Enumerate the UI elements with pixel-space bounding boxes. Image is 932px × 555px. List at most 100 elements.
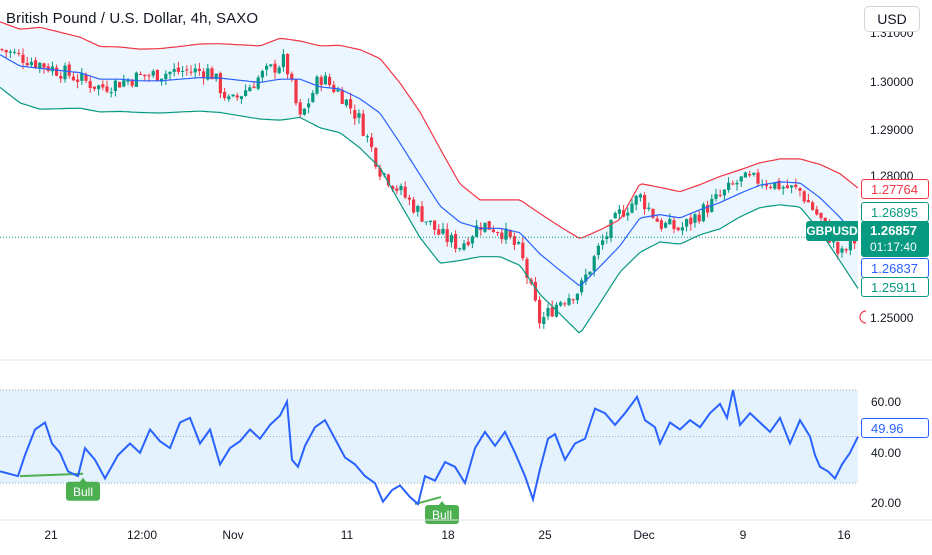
candle-body	[743, 172, 747, 178]
bollinger-upper-band	[0, 21, 859, 239]
time-axis[interactable]: 21 12:00 Nov 11 18 25 Dec 9 16	[0, 519, 932, 542]
bollinger-lower-band	[0, 86, 859, 334]
candle-body	[517, 242, 521, 244]
candle-body	[836, 242, 840, 254]
candle-body	[206, 68, 210, 80]
candle-body	[542, 317, 546, 324]
candle-body	[521, 242, 525, 259]
bull-divergence-label: Bull	[66, 477, 100, 501]
candle-body	[8, 51, 12, 53]
chart-title[interactable]: British Pound / U.S. Dollar, 4h, SAXO	[6, 10, 259, 27]
candle-body	[420, 206, 424, 222]
candle-body	[239, 96, 243, 99]
candle-body	[13, 51, 17, 53]
candle-body	[617, 209, 621, 214]
candle-body	[500, 232, 504, 240]
candle-body	[277, 67, 281, 74]
candle-body	[790, 185, 794, 188]
candle-body	[214, 73, 218, 80]
candle-body	[769, 187, 773, 189]
time-tick: 16	[837, 528, 851, 542]
candle-body	[567, 298, 571, 305]
candle-body	[806, 200, 810, 203]
symbol-label[interactable]: GBPUSD	[806, 221, 858, 241]
candle-body	[265, 65, 269, 70]
candle-body	[596, 245, 600, 255]
time-tick: 25	[538, 528, 552, 542]
rsi-axis[interactable]: 60.00 40.00 20.00	[871, 395, 901, 510]
candle-body	[202, 71, 206, 79]
candle-body	[525, 259, 529, 278]
candle-body	[298, 102, 302, 115]
candle-body	[25, 63, 29, 66]
candle-body	[424, 221, 428, 223]
candle-body	[155, 69, 159, 82]
candle-body	[349, 99, 353, 109]
candle-body	[739, 176, 743, 182]
candle-body	[718, 195, 722, 197]
candle-body	[630, 203, 634, 213]
candle-body	[844, 249, 848, 251]
price-tick: 1.25000	[870, 311, 914, 325]
candle-body	[659, 220, 663, 229]
candle-body	[97, 85, 101, 90]
candle-body	[365, 136, 369, 138]
candle-body	[294, 79, 298, 104]
last-price-value: 1.26857	[870, 223, 917, 238]
time-tick: 21	[44, 528, 58, 542]
candle-body	[88, 81, 92, 88]
candle-body	[290, 73, 294, 80]
candle-body	[357, 113, 361, 118]
candle-body	[210, 68, 214, 80]
candle-body	[80, 72, 84, 81]
candle-body	[508, 230, 512, 238]
candle-body	[785, 185, 789, 189]
candle-body	[256, 77, 260, 89]
candle-body	[706, 204, 710, 213]
candle-body	[840, 248, 844, 253]
candle-body	[533, 282, 537, 301]
candle-body	[353, 110, 357, 119]
candle-body	[248, 87, 252, 92]
candle-body	[563, 303, 567, 305]
candle-body	[391, 185, 395, 190]
candle-body	[235, 95, 239, 98]
candle-body	[815, 209, 819, 215]
candle-body	[449, 235, 453, 243]
candle-body	[462, 243, 466, 250]
candle-body	[0, 49, 4, 51]
candle-body	[218, 73, 222, 94]
candle-body	[601, 240, 605, 245]
candle-body	[634, 195, 638, 205]
candle-body	[71, 76, 75, 81]
alert-icon[interactable]	[859, 310, 867, 324]
candle-body	[668, 218, 672, 225]
candle-body	[802, 191, 806, 202]
candle-body	[466, 241, 470, 245]
candle-body	[412, 199, 416, 213]
time-tick: Nov	[222, 528, 243, 542]
candle-body	[29, 61, 33, 66]
candle-body	[164, 73, 168, 79]
candle-body	[407, 197, 411, 200]
candle-body	[777, 180, 781, 190]
rsi-pane[interactable]: Bull Bull	[0, 389, 859, 525]
candle-body	[571, 299, 575, 301]
candle-body	[189, 71, 193, 73]
candle-body	[126, 79, 130, 82]
candle-body	[647, 207, 651, 209]
candle-body	[428, 220, 432, 223]
candle-body	[798, 188, 802, 191]
upper-band-label: 1.27764	[861, 179, 929, 199]
candle-body	[311, 93, 315, 103]
price-pane[interactable]	[0, 21, 859, 334]
candle-body	[92, 86, 96, 89]
candle-body	[676, 227, 680, 231]
candle-body	[441, 228, 445, 234]
candle-body	[76, 79, 80, 82]
candle-body	[735, 182, 739, 185]
currency-button[interactable]: USD	[864, 6, 920, 32]
candle-body	[84, 74, 88, 81]
